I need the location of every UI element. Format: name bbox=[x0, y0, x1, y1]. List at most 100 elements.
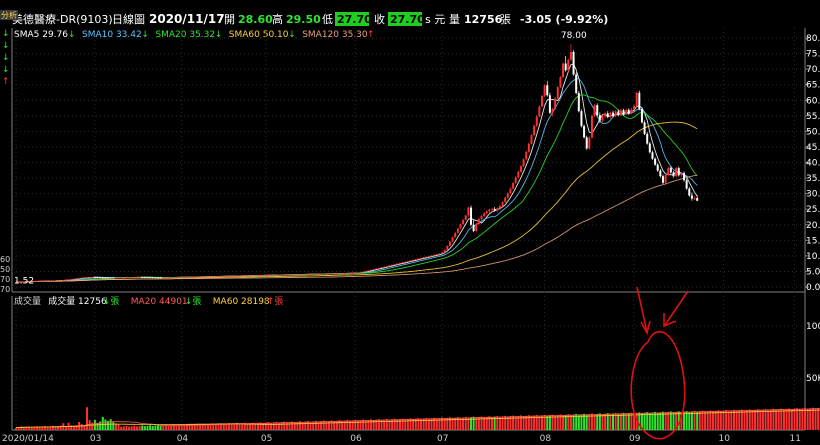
volume-bar bbox=[43, 426, 46, 430]
candle-body bbox=[288, 274, 291, 276]
volume-bar bbox=[383, 419, 386, 430]
price-tick-label: 75.0 bbox=[806, 50, 820, 60]
volume-bar bbox=[393, 418, 396, 430]
candle-body bbox=[356, 272, 359, 274]
volume-bar bbox=[640, 413, 643, 430]
candle-body bbox=[512, 183, 515, 189]
volume-bar bbox=[422, 418, 425, 430]
up-arrow-icon: ↑ bbox=[2, 77, 10, 87]
candle-body bbox=[264, 275, 267, 276]
candle-body bbox=[243, 275, 246, 277]
volume-bar bbox=[359, 420, 362, 430]
candle-body bbox=[380, 267, 383, 269]
volume-bar bbox=[622, 412, 625, 430]
volume-bar bbox=[372, 420, 375, 430]
ma-legend-item: SMA10 33.42 bbox=[82, 30, 142, 40]
volume-bar bbox=[206, 424, 209, 430]
candle-body bbox=[362, 271, 365, 273]
candle-body bbox=[659, 170, 662, 177]
volume-bar bbox=[556, 414, 559, 430]
candle-body bbox=[167, 277, 170, 279]
candle-body bbox=[88, 277, 91, 278]
candle-body bbox=[393, 264, 396, 265]
volume-bar bbox=[788, 408, 791, 430]
volume-bar bbox=[388, 419, 391, 430]
volume-tick-label: 50K bbox=[806, 374, 820, 384]
candle-body bbox=[235, 275, 238, 277]
candle-body bbox=[496, 208, 499, 211]
candle-body bbox=[638, 92, 641, 109]
candle-body bbox=[551, 108, 554, 113]
volume-bar bbox=[714, 410, 717, 430]
candle-body bbox=[417, 258, 420, 260]
candle-body bbox=[527, 143, 530, 152]
volume-bar bbox=[704, 411, 707, 430]
volume-bar bbox=[120, 426, 123, 430]
candle-body bbox=[448, 241, 451, 246]
candle-body bbox=[141, 277, 144, 278]
candle-body bbox=[672, 172, 675, 177]
candle-body bbox=[509, 188, 512, 194]
side-tab[interactable] bbox=[0, 10, 18, 20]
volume-value: 12756 bbox=[464, 13, 503, 26]
price-tick-label: 65.0 bbox=[806, 81, 820, 91]
change-value: -3.05 (-9.92%) bbox=[520, 13, 608, 26]
volume-bar bbox=[225, 423, 228, 430]
volume-bar bbox=[522, 416, 525, 430]
volume-bar bbox=[404, 419, 407, 430]
volume-bar bbox=[756, 409, 759, 430]
open-value: 28.60 bbox=[238, 13, 273, 26]
left-axis-label: 70 bbox=[0, 275, 10, 284]
candle-body bbox=[498, 205, 501, 209]
volume-bar bbox=[322, 420, 325, 430]
volume-bar bbox=[772, 408, 775, 430]
volume-bar bbox=[785, 408, 788, 430]
volume-bar bbox=[456, 417, 459, 430]
period-label: 日線圖 bbox=[112, 12, 145, 26]
volume-bar bbox=[730, 410, 733, 430]
candle-body bbox=[433, 254, 436, 256]
price-tick-label: 15.0 bbox=[806, 236, 820, 246]
volume-bar bbox=[162, 425, 165, 430]
candle-body bbox=[459, 224, 462, 229]
volume-bar bbox=[577, 414, 580, 430]
volume-bar bbox=[448, 417, 451, 430]
candle-body bbox=[78, 278, 81, 279]
volume-bar bbox=[433, 417, 436, 430]
volume-bar bbox=[609, 413, 612, 430]
candle-body bbox=[627, 109, 630, 114]
candle-body bbox=[33, 281, 36, 283]
volume-bar bbox=[143, 426, 146, 430]
volume-bar bbox=[551, 414, 554, 430]
volume-legend-item: MA20 44901 bbox=[131, 297, 188, 307]
candle-body bbox=[306, 274, 309, 275]
volume-bar bbox=[759, 409, 762, 430]
candle-body bbox=[325, 273, 328, 275]
volume-bar bbox=[172, 424, 175, 430]
down-arrow-icon: ↓ bbox=[2, 65, 10, 75]
volume-bar bbox=[246, 423, 249, 430]
volume-legend-arrow-icon: ↓張 bbox=[103, 296, 120, 307]
time-tick-label: 07 bbox=[437, 434, 448, 444]
price-tick-label: 60.0 bbox=[806, 96, 820, 106]
volume-bar bbox=[335, 420, 338, 430]
volume-bar bbox=[633, 413, 636, 430]
volume-bar bbox=[278, 422, 280, 430]
volume-legend-arrow-icon: ↑張 bbox=[267, 296, 284, 307]
volume-bar bbox=[117, 424, 120, 430]
candle-body bbox=[569, 52, 572, 60]
volume-bar bbox=[325, 421, 328, 430]
volume-bar bbox=[99, 421, 102, 430]
volume-bar bbox=[690, 411, 693, 430]
volume-bar bbox=[696, 411, 699, 430]
time-tick-label: 03 bbox=[90, 434, 101, 444]
candle-body bbox=[680, 173, 683, 176]
volume-bar bbox=[706, 410, 709, 430]
candle-body bbox=[146, 277, 149, 279]
candle-body bbox=[454, 232, 457, 238]
candle-body bbox=[485, 211, 488, 214]
volume-bar bbox=[149, 425, 152, 430]
volume-bar bbox=[761, 409, 764, 430]
date-value: 2020/11/17 bbox=[149, 12, 225, 26]
volume-bar bbox=[38, 427, 41, 430]
